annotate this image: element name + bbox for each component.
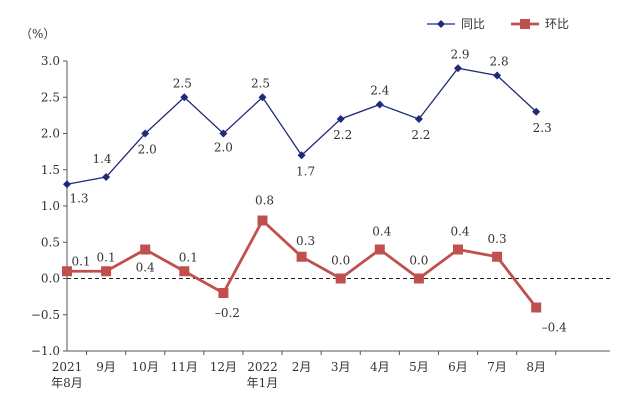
x-tick-label: 7月 xyxy=(487,360,507,374)
axes: −1.0 −0.5 0.0 0.5 1.0 1.5 2.0 2.5 3.0 2021 年8月 9月 10… xyxy=(31,54,610,390)
x-tick-label: 2021 xyxy=(52,360,83,374)
x-tick-label: 6月 xyxy=(448,360,468,374)
legend-label: 同比 xyxy=(461,17,485,31)
y-tick-label: −0.5 xyxy=(31,308,60,322)
data-point-square xyxy=(218,288,229,298)
x-tick-label: 2月 xyxy=(292,360,312,374)
data-label: 2.2 xyxy=(333,128,352,142)
data-label: –0.4 xyxy=(542,321,567,335)
data-label: 1.4 xyxy=(93,152,112,166)
legend: 同比 环比 xyxy=(427,17,569,31)
data-label: 2.0 xyxy=(214,141,233,155)
data-label: 2.3 xyxy=(533,121,552,135)
y-tick-label: 2.5 xyxy=(41,90,60,104)
data-label: 0.4 xyxy=(136,261,155,275)
x-tick-label: 11月 xyxy=(171,360,198,374)
legend-label: 环比 xyxy=(545,17,569,31)
data-point-diamond xyxy=(141,129,150,138)
x-tick-label: 9月 xyxy=(96,360,116,374)
legend-marker-diamond xyxy=(437,20,445,28)
y-tick-label: 0.0 xyxy=(41,272,60,286)
data-label: 2.9 xyxy=(450,47,469,61)
x-tick-label: 8月 xyxy=(526,360,546,374)
data-label: 0.4 xyxy=(450,225,469,239)
data-point-diamond xyxy=(414,115,423,123)
data-point-square xyxy=(62,266,72,277)
data-label: 1.7 xyxy=(296,164,315,178)
data-point-diamond xyxy=(532,107,541,116)
y-tick-label: 0.5 xyxy=(41,235,60,249)
data-point-square xyxy=(531,302,542,313)
y-tick-label: 3.0 xyxy=(41,54,60,68)
data-label: 0.3 xyxy=(296,234,315,248)
data-point-diamond xyxy=(297,151,306,160)
x-tick-label: 3月 xyxy=(331,360,351,374)
data-point-diamond xyxy=(180,93,189,102)
series-lines xyxy=(62,64,542,313)
data-point-diamond xyxy=(102,173,111,181)
data-label: 2.2 xyxy=(411,128,430,142)
x-tick-label: 年8月 xyxy=(51,376,83,390)
data-labels: 1.3 1.4 2.0 2.5 2.0 2.5 1.7 2.2 2.4 2.2 2.9 2.8 2.3 0… xyxy=(69,47,567,334)
x-tick-label: 2022 xyxy=(247,360,278,374)
data-label: 0.3 xyxy=(488,232,507,246)
x-tick-label: 年1月 xyxy=(247,376,279,390)
data-label: 0.1 xyxy=(179,250,198,264)
data-point-square xyxy=(335,273,346,284)
data-point-square xyxy=(413,273,424,284)
data-point-diamond xyxy=(454,64,462,73)
y-tick-label: 1.5 xyxy=(41,163,60,177)
x-tick-label: 10月 xyxy=(132,360,159,374)
data-point-square xyxy=(179,266,190,277)
data-label: 0.4 xyxy=(372,225,391,239)
data-point-diamond xyxy=(375,100,384,109)
data-point-diamond xyxy=(336,115,345,123)
legend-marker-square xyxy=(520,19,530,29)
data-label: 0.1 xyxy=(97,250,116,264)
data-point-square xyxy=(453,244,463,255)
data-label: 1.3 xyxy=(69,191,88,205)
data-label: 0.0 xyxy=(409,254,428,268)
data-point-square xyxy=(101,266,112,277)
y-tick-label: 1.0 xyxy=(41,199,60,213)
data-point-square xyxy=(296,251,307,262)
data-label: 2.5 xyxy=(173,76,192,90)
data-point-square xyxy=(492,251,503,262)
data-point-square xyxy=(374,244,385,255)
unit-label: （%） xyxy=(20,27,55,41)
x-tick-label: 12月 xyxy=(210,360,237,374)
y-tick-label: 2.0 xyxy=(41,127,60,141)
data-label: –0.2 xyxy=(215,306,240,320)
y-tick-label: −1.0 xyxy=(31,344,60,358)
data-point-square xyxy=(257,215,268,226)
data-label: 2.0 xyxy=(138,143,157,157)
data-label: 0.1 xyxy=(71,254,90,268)
data-point-square xyxy=(140,244,151,255)
data-point-diamond xyxy=(258,93,267,102)
data-point-diamond xyxy=(219,129,228,138)
data-label: 0.0 xyxy=(331,254,350,268)
x-tick-label: 4月 xyxy=(370,360,390,374)
data-point-diamond xyxy=(63,180,71,189)
data-label: 0.8 xyxy=(255,194,274,208)
data-label: 2.4 xyxy=(370,84,389,98)
data-label: 2.8 xyxy=(490,55,509,69)
x-tick-label: 5月 xyxy=(409,360,429,374)
data-label: 2.5 xyxy=(251,76,270,90)
data-point-diamond xyxy=(493,71,502,80)
